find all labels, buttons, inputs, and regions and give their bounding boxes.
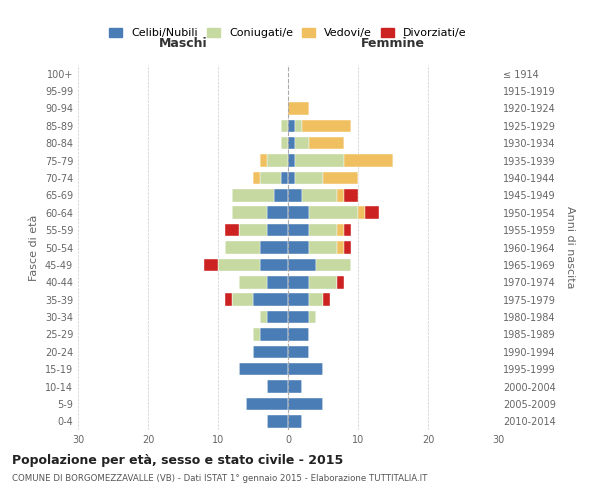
Bar <box>337 189 344 202</box>
Bar <box>295 120 302 132</box>
Bar <box>281 137 288 149</box>
Bar <box>274 189 288 202</box>
Bar <box>295 154 344 167</box>
Bar <box>344 224 351 236</box>
Bar <box>253 346 288 358</box>
Bar <box>288 206 309 219</box>
Bar <box>225 294 232 306</box>
Bar <box>267 206 288 219</box>
Text: Popolazione per età, sesso e stato civile - 2015: Popolazione per età, sesso e stato civil… <box>12 454 343 467</box>
Bar <box>253 172 260 184</box>
Bar <box>260 328 288 340</box>
Text: Maschi: Maschi <box>158 38 208 51</box>
Bar <box>295 172 323 184</box>
Bar <box>344 189 358 202</box>
Bar <box>337 224 344 236</box>
Bar <box>225 241 260 254</box>
Legend: Celibi/Nubili, Coniugati/e, Vedovi/e, Divorziati/e: Celibi/Nubili, Coniugati/e, Vedovi/e, Di… <box>105 23 471 43</box>
Bar <box>288 380 302 393</box>
Bar <box>288 189 302 202</box>
Bar <box>204 258 218 271</box>
Text: Femmine: Femmine <box>361 38 425 51</box>
Bar <box>302 189 337 202</box>
Bar <box>344 154 393 167</box>
Bar <box>239 224 267 236</box>
Bar <box>260 154 267 167</box>
Bar <box>267 311 288 324</box>
Bar <box>316 258 351 271</box>
Bar <box>323 294 330 306</box>
Bar <box>260 311 267 324</box>
Y-axis label: Anni di nascita: Anni di nascita <box>565 206 575 289</box>
Bar <box>281 120 288 132</box>
Bar <box>267 380 288 393</box>
Bar <box>232 294 253 306</box>
Bar <box>288 328 309 340</box>
Bar <box>344 241 351 254</box>
Bar <box>288 154 295 167</box>
Bar <box>267 276 288 288</box>
Bar <box>337 241 344 254</box>
Bar <box>288 241 309 254</box>
Bar <box>337 276 344 288</box>
Bar <box>309 224 337 236</box>
Bar <box>309 294 323 306</box>
Bar <box>309 206 358 219</box>
Y-axis label: Fasce di età: Fasce di età <box>29 214 39 280</box>
Bar <box>218 258 260 271</box>
Bar <box>358 206 365 219</box>
Bar <box>309 137 344 149</box>
Bar <box>232 189 274 202</box>
Bar <box>288 172 295 184</box>
Bar <box>309 241 337 254</box>
Bar <box>260 241 288 254</box>
Bar <box>365 206 379 219</box>
Bar <box>288 137 295 149</box>
Bar <box>288 224 309 236</box>
Bar <box>225 224 239 236</box>
Bar <box>302 120 351 132</box>
Bar <box>288 276 309 288</box>
Text: COMUNE DI BORGOMEZZAVALLE (VB) - Dati ISTAT 1° gennaio 2015 - Elaborazione TUTTI: COMUNE DI BORGOMEZZAVALLE (VB) - Dati IS… <box>12 474 427 483</box>
Bar <box>288 258 316 271</box>
Bar <box>309 311 316 324</box>
Bar <box>288 346 309 358</box>
Bar <box>253 328 260 340</box>
Bar <box>260 258 288 271</box>
Bar <box>253 294 288 306</box>
Bar <box>288 294 309 306</box>
Bar <box>288 311 309 324</box>
Bar <box>267 415 288 428</box>
Bar <box>267 154 288 167</box>
Bar <box>288 415 302 428</box>
Bar <box>239 363 288 376</box>
Bar <box>246 398 288 410</box>
Bar <box>267 224 288 236</box>
Bar <box>288 398 323 410</box>
Bar <box>281 172 288 184</box>
Bar <box>260 172 281 184</box>
Bar <box>288 102 309 115</box>
Bar <box>309 276 337 288</box>
Bar <box>323 172 358 184</box>
Bar <box>295 137 309 149</box>
Bar <box>288 120 295 132</box>
Bar <box>232 206 267 219</box>
Bar <box>239 276 267 288</box>
Bar <box>288 363 323 376</box>
